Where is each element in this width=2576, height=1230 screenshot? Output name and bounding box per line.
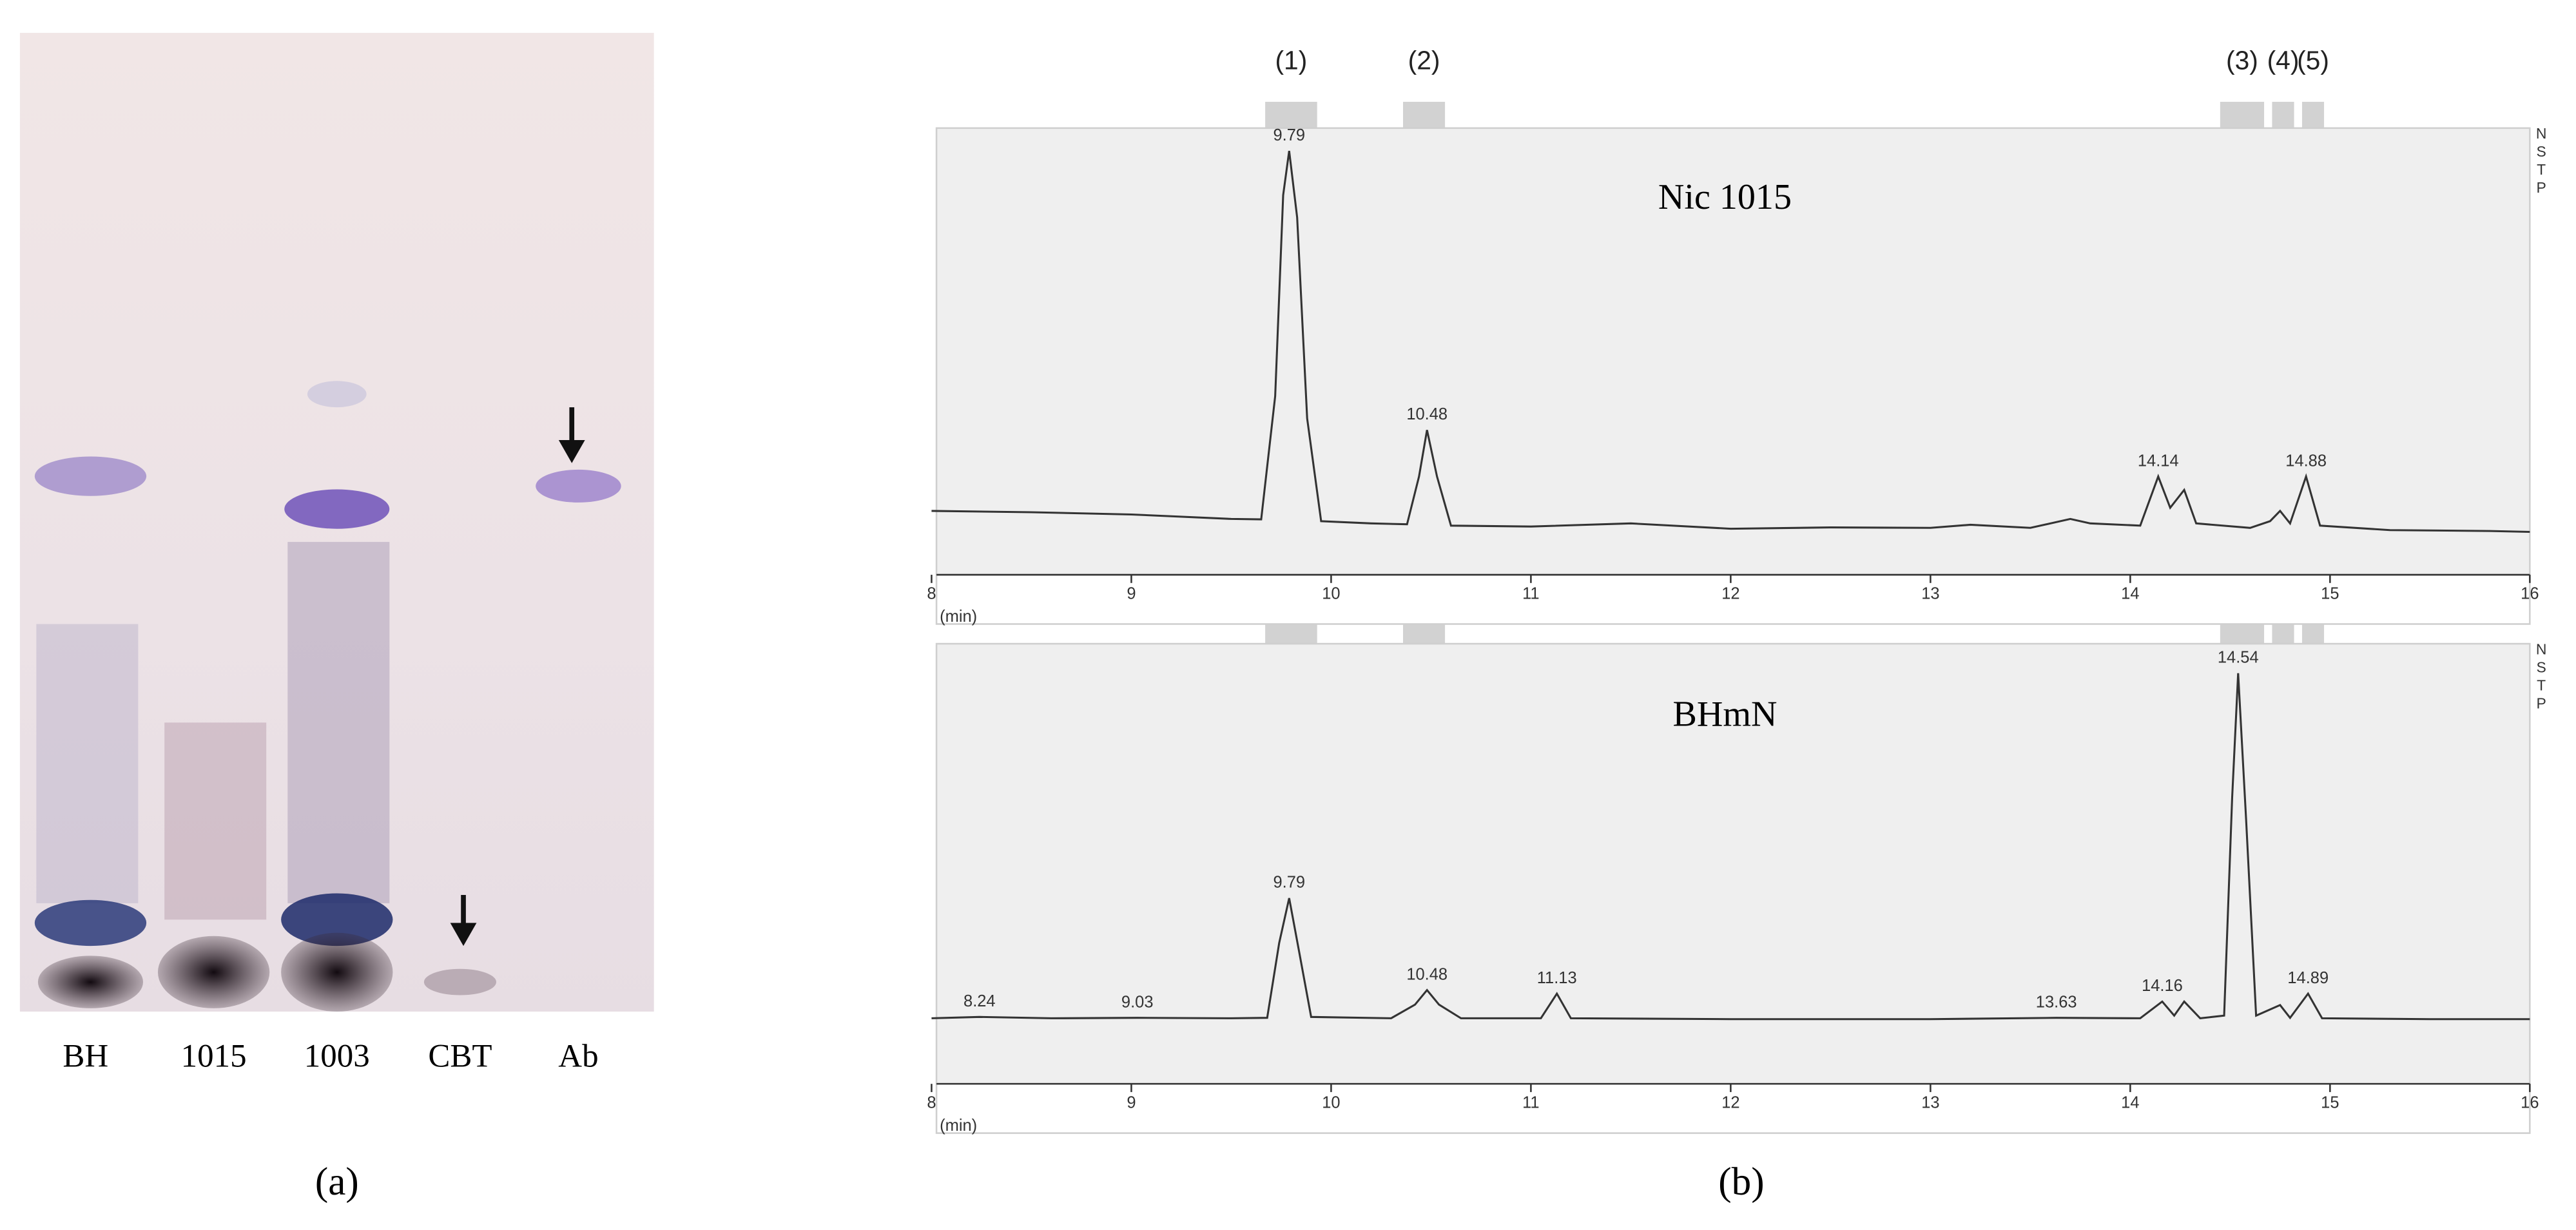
x-tick-label: 8 <box>927 1093 936 1111</box>
side-label: S <box>2537 658 2546 675</box>
x-axis-label: (min) <box>940 1117 977 1135</box>
x-axis-label: (min) <box>940 608 977 626</box>
x-tick-label: 13 <box>1921 584 1939 602</box>
smear <box>36 624 139 903</box>
region-label: (3) <box>2226 46 2258 75</box>
band <box>284 489 390 529</box>
plot-area <box>935 642 2531 1085</box>
chart-title: Nic 1015 <box>1658 177 1792 217</box>
peak-label: 9.79 <box>1273 126 1306 144</box>
x-tick-label: 8 <box>927 584 936 602</box>
x-tick-label: 16 <box>2521 584 2539 602</box>
x-tick-label: 16 <box>2521 1093 2539 1111</box>
lane-label: CBT <box>428 1039 492 1075</box>
peak-label: 14.16 <box>2142 977 2183 995</box>
band <box>281 932 393 1012</box>
plot-area <box>935 127 2531 576</box>
x-tick-label: 12 <box>1721 1093 1739 1111</box>
side-label: N <box>2536 125 2547 142</box>
x-tick-label: 9 <box>1127 1093 1136 1111</box>
x-tick-label: 9 <box>1127 584 1136 602</box>
region-label: (2) <box>1408 46 1440 75</box>
trace <box>931 150 2530 533</box>
band <box>423 968 497 995</box>
peak-label: 14.14 <box>2138 452 2179 470</box>
arrow-head <box>450 923 477 947</box>
x-tick-label: 13 <box>1921 1093 1939 1111</box>
side-label: P <box>2537 695 2546 711</box>
side-label: N <box>2536 640 2547 657</box>
peak-label: 14.88 <box>2285 452 2327 470</box>
band <box>281 893 393 947</box>
trace <box>931 673 2530 1021</box>
axis-band <box>935 1082 2531 1134</box>
peak-label: 8.24 <box>964 992 996 1010</box>
x-tick-label: 15 <box>2321 1093 2339 1111</box>
side-label: T <box>2537 161 2546 178</box>
x-tick-label: 11 <box>1522 584 1539 602</box>
side-label: P <box>2537 179 2546 196</box>
peak-label: 9.79 <box>1273 874 1306 892</box>
band <box>37 956 144 1008</box>
peak-label: 10.48 <box>1406 405 1448 423</box>
lane-label: 1015 <box>181 1039 247 1075</box>
peak-label: 11.13 <box>1537 969 1577 987</box>
x-tick-label: 14 <box>2121 1093 2139 1111</box>
chromatograms: 8 9 10 11 12 13 14 15 16(min)Nic 1015NSTP9.7910.… <box>927 125 2546 1135</box>
band <box>34 456 147 496</box>
arrow-head <box>558 440 585 463</box>
region-label: (4) <box>2267 46 2300 75</box>
x-tick-label: 14 <box>2121 584 2139 602</box>
peak-label: 14.54 <box>2218 649 2259 667</box>
chart-title: BHmN <box>1672 695 1777 735</box>
x-tick-label: 11 <box>1522 1093 1539 1111</box>
region-label: (1) <box>1275 46 1307 75</box>
peak-label: 13.63 <box>2036 993 2077 1011</box>
region-label: (5) <box>2297 46 2329 75</box>
x-tick-label: 12 <box>1721 584 1739 602</box>
smear <box>287 542 390 903</box>
peak-label: 9.03 <box>1121 993 1154 1011</box>
lane-label: BH <box>63 1039 108 1075</box>
band <box>34 899 147 947</box>
side-label: T <box>2537 677 2546 693</box>
band <box>536 469 621 503</box>
x-tick-label: 10 <box>1322 584 1340 602</box>
x-tick-label: 15 <box>2321 584 2339 602</box>
smear <box>164 722 267 920</box>
caption: (b) <box>1718 1160 1764 1204</box>
band <box>157 936 270 1008</box>
peak-label: 10.48 <box>1406 965 1448 983</box>
caption: (a) <box>315 1160 359 1204</box>
lane-label: Ab <box>558 1039 598 1075</box>
band <box>307 381 367 408</box>
lane-label: 1003 <box>304 1039 370 1075</box>
side-label: S <box>2537 143 2546 160</box>
tlc-plate <box>19 32 654 1012</box>
peak-label: 14.89 <box>2287 969 2329 987</box>
x-tick-label: 10 <box>1322 1093 1340 1111</box>
